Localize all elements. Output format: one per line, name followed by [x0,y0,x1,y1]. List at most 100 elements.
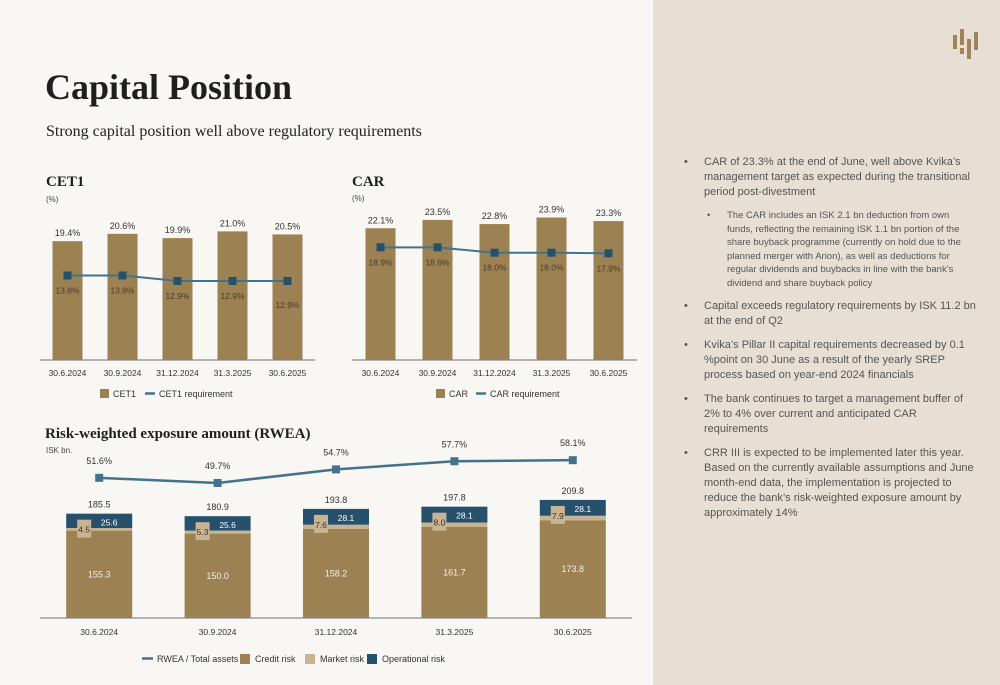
x-tick-label: 31.3.2025 [435,627,473,637]
bullet-text: The bank continues to target a managemen… [704,393,964,435]
sub-bullet-item: • The CAR includes an ISK 2.1 bn deductio… [684,209,976,290]
x-tick-label: 31.3.2025 [533,368,571,378]
bullet-item: • CAR of 23.3% at the end of June, well a… [684,155,976,200]
bar-1 [52,241,83,360]
bar-4 [217,231,248,360]
credit-risk-value-label: 173.8 [562,564,585,574]
requirement-marker [63,271,72,280]
requirement-value-label: 13.8% [110,285,135,295]
rwea-ratio-marker [213,478,222,487]
legend-label: Market risk [320,654,365,664]
bullet-dot-icon: • [707,210,711,221]
rwea-ratio-marker [450,457,459,466]
bullet-dot-icon: • [684,300,688,312]
x-tick-label: 30.9.2024 [199,627,237,637]
requirement-marker [490,248,499,257]
x-tick-label: 31.12.2024 [315,627,358,637]
bar-3 [479,224,510,360]
bullet-dot-icon: • [684,447,688,459]
legend-label: CAR requirement [490,389,560,399]
bullet-item: • Capital exceeds regulatory requirements… [684,299,976,329]
requirement-value-label: 17.9% [596,263,621,273]
requirement-marker [228,276,237,285]
bar-value-label: 20.6% [110,221,136,231]
car-unit-label: (%) [352,194,365,203]
cet1-chart-title: CET1 [46,174,85,190]
rwea-total-label: 197.8 [443,493,466,503]
market-risk-bar-3 [303,524,369,529]
bar-value-label: 23.5% [425,207,451,217]
credit-risk-value-label: 155.3 [88,569,111,579]
market-risk-label-box [314,514,328,533]
rwea-unit-label: ISK bn. [46,446,73,455]
page-subtitle: Strong capital position well above regul… [46,123,422,140]
rwea-chart-title: Risk-weighted exposure amount (RWEA) [45,426,311,442]
requirement-marker [118,271,127,280]
market-risk-label-box [432,512,447,531]
right-sidebar [653,0,1000,685]
rwea-total-label: 193.8 [325,495,348,505]
cet1-unit-label: (%) [46,195,59,204]
bullet-dot-icon: • [684,393,688,405]
market-risk-value-label: 5.3 [197,527,209,537]
bar-value-label: 21.0% [220,218,246,228]
rwea-ratio-value-label: 58.1% [560,438,586,448]
car-chart: 22.1% 30.6.2024 23.5% 30.9.2024 22.8% 31.12.2… [352,205,637,399]
legend-label: Operational risk [382,654,446,664]
rwea-ratio-marker [332,465,340,474]
bar-2 [422,219,453,360]
bullet-text: Kvika’s Pillar II capital requirements d… [704,339,965,381]
bullet-item: • The bank continues to target a manageme… [684,392,976,437]
operational-risk-value-label: 28.1 [575,504,592,514]
bar-value-label: 23.9% [539,205,565,215]
legend-swatch-cet1 [100,389,109,398]
legend-swatch-market-risk [305,654,315,664]
bullet-dot-icon: • [684,339,688,351]
operational-risk-value-label: 28.1 [456,511,473,521]
x-tick-label: 31.12.2024 [473,368,516,378]
market-risk-label-box [195,522,210,541]
requirement-marker [547,248,556,257]
market-risk-bar-1 [66,528,133,531]
rwea-total-label: 185.5 [88,500,111,510]
bar-value-label: 22.8% [482,211,508,221]
x-tick-label: 30.9.2024 [419,368,457,378]
operational-risk-bar-4 [421,506,488,523]
x-tick-label: 30.6.2025 [554,627,592,637]
legend-swatch-operational-risk [367,654,377,664]
legend-label: Credit risk [255,654,296,664]
requirement-marker [173,276,182,285]
x-tick-label: 31.12.2024 [156,368,199,378]
x-tick-label: 30.9.2024 [104,368,142,378]
bar-4 [536,217,567,360]
operational-risk-bar-3 [303,508,369,525]
bar-3 [162,238,193,360]
legend-label: RWEA / Total assets [157,654,239,664]
rwea-ratio-value-label: 49.7% [205,461,231,471]
bullet-text: Capital exceeds regulatory requirements … [704,300,976,327]
bar-5 [272,234,303,360]
market-risk-bar-5 [539,515,606,521]
x-tick-label: 30.6.2024 [80,627,118,637]
operational-risk-bar-5 [539,499,606,516]
requirement-value-label: 18.0% [482,263,507,273]
market-risk-label-box [550,505,565,524]
credit-risk-value-label: 158.2 [325,568,348,578]
bullet-text: The CAR includes an ISK 2.1 bn deduction… [727,210,961,289]
requirement-value-label: 13.8% [55,285,80,295]
x-tick-label: 30.6.2025 [269,368,307,378]
requirement-value-label: 18.0% [539,263,564,273]
legend-label: CET1 requirement [159,389,233,399]
bar-value-label: 20.5% [275,221,301,231]
market-risk-bar-4 [421,522,488,527]
legend-swatch-credit-risk [240,654,250,664]
credit-risk-value-label: 161.7 [443,567,466,577]
credit-risk-bar-2 [184,533,251,618]
x-tick-label: 30.6.2024 [362,368,400,378]
x-tick-label: 30.6.2024 [49,368,87,378]
x-tick-label: 31.3.2025 [214,368,252,378]
requirement-value-label: 18.9% [368,257,393,267]
bar-5 [593,221,624,360]
bar-value-label: 22.1% [368,215,394,225]
bullet-item: • Kvika’s Pillar II capital requirements … [684,338,976,383]
